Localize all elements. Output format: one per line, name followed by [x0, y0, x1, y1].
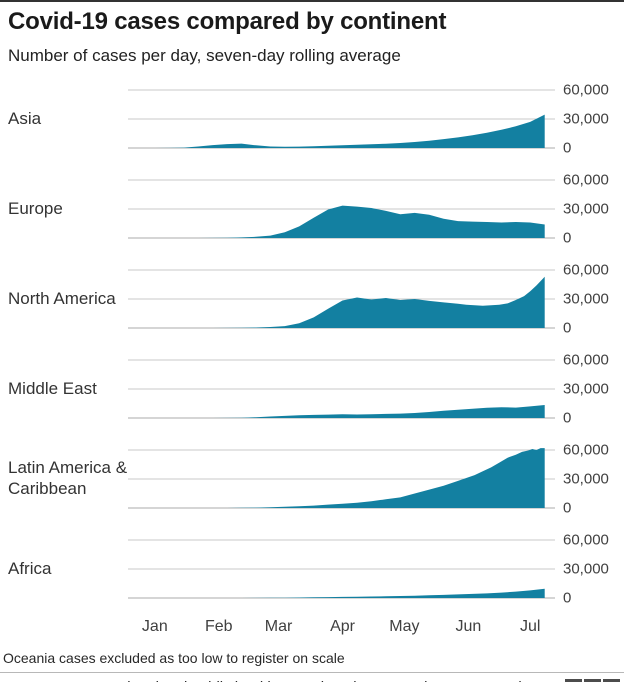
- y-axis-tick-label: 60,000: [563, 81, 609, 99]
- continent-label-middle-east: Middle East: [8, 378, 97, 398]
- continent-label-col: Asia: [0, 76, 128, 166]
- y-axis-tick-label: 60,000: [563, 261, 609, 279]
- y-axis-tick-label: 60,000: [563, 351, 609, 369]
- y-axis-labels-asia: 60,000 30,000 0: [555, 76, 624, 166]
- x-axis-label-apr: Apr: [330, 618, 355, 636]
- source-row: Source: ECDC and national public health …: [0, 672, 624, 682]
- area-chart-north-america: [128, 269, 555, 329]
- plot-area-europe: [128, 166, 555, 256]
- y-axis-tick-label: 30,000: [563, 380, 609, 398]
- chart-row-north-america: North America 60,000 30,000 0: [0, 256, 624, 346]
- bbc-logo-block-3: C: [603, 678, 620, 682]
- chart-row-middle-east: Middle East 60,000 30,000 0: [0, 346, 624, 436]
- small-multiples-charts: Asia 60,000 30,000 0 Europe 60,000 30,000 0 Nort…: [0, 76, 624, 616]
- plot-area-middle-east: [128, 346, 555, 436]
- source-text: Source: ECDC and national public health …: [3, 679, 529, 682]
- y-axis-labels-africa: 60,000 30,000 0: [555, 526, 624, 616]
- y-axis-tick-label: 30,000: [563, 470, 609, 488]
- y-axis-labels-europe: 60,000 30,000 0: [555, 166, 624, 256]
- x-axis-label-jan: Jan: [141, 618, 168, 636]
- y-axis-tick-label: 30,000: [563, 290, 609, 308]
- area-series-europe: [154, 205, 545, 239]
- area-series-asia: [154, 114, 545, 149]
- area-series-latin-america-caribbean: [154, 448, 545, 509]
- y-axis-tick-label: 0: [563, 409, 572, 427]
- x-axis-label-feb: Feb: [204, 618, 233, 636]
- y-axis-labels-north-america: 60,000 30,000 0: [555, 256, 624, 346]
- y-axis-tick-label: 30,000: [563, 110, 609, 128]
- top-border-bar: [0, 0, 624, 2]
- continent-label-col: Latin America & Caribbean: [0, 436, 128, 526]
- x-axis-label-may: May: [389, 618, 420, 636]
- y-axis-tick-label: 60,000: [563, 531, 609, 549]
- chart-row-africa: Africa 60,000 30,000 0: [0, 526, 624, 616]
- continent-label-col: Europe: [0, 166, 128, 256]
- chart-row-latin-america-caribbean: Latin America & Caribbean 60,000 30,000 0: [0, 436, 624, 526]
- y-axis-tick-label: 30,000: [563, 200, 609, 218]
- continent-label-europe: Europe: [8, 198, 63, 218]
- y-axis-tick-label: 0: [563, 499, 572, 517]
- plot-area-north-america: [128, 256, 555, 346]
- plot-area-africa: [128, 526, 555, 616]
- chart-header: Covid-19 cases compared by continent Num…: [0, 2, 624, 66]
- page-title: Covid-19 cases compared by continent: [8, 8, 447, 35]
- area-chart-asia: [128, 89, 555, 149]
- y-axis-tick-label: 0: [563, 139, 572, 157]
- y-axis-tick-label: 0: [563, 589, 572, 607]
- continent-label-col: North America: [0, 256, 128, 346]
- continent-label-col: Middle East: [0, 346, 128, 436]
- area-series-middle-east: [154, 405, 545, 419]
- x-axis-month-labels: Jan Feb Mar Apr May Jun Jul: [128, 616, 555, 640]
- area-chart-africa: [128, 539, 555, 599]
- chart-row-europe: Europe 60,000 30,000 0: [0, 166, 624, 256]
- area-chart-latin-america-caribbean: [128, 448, 555, 509]
- x-axis-label-mar: Mar: [264, 618, 293, 636]
- area-chart-middle-east: [128, 359, 555, 419]
- chart-subtitle: Number of cases per day, seven-day rolli…: [8, 45, 401, 65]
- plot-area-asia: [128, 76, 555, 166]
- plot-area-latin-america-caribbean: [128, 436, 555, 526]
- area-chart-europe: [128, 179, 555, 239]
- continent-label-col: Africa: [0, 526, 128, 616]
- area-series-africa: [154, 588, 545, 599]
- x-axis-label-jul: Jul: [520, 618, 541, 636]
- y-axis-labels-latin-america-caribbean: 60,000 30,000 0: [555, 436, 624, 526]
- chart-footnote: Oceania cases excluded as too low to reg…: [3, 650, 345, 667]
- y-axis-tick-label: 0: [563, 229, 572, 247]
- continent-label-africa: Africa: [8, 558, 52, 578]
- y-axis-tick-label: 30,000: [563, 560, 609, 578]
- bbc-logo-block-2: B: [584, 678, 601, 682]
- chart-row-asia: Asia 60,000 30,000 0: [0, 76, 624, 166]
- x-axis-label-jun: Jun: [455, 618, 482, 636]
- y-axis-tick-label: 60,000: [563, 171, 609, 189]
- bbc-logo-block-1: B: [565, 678, 582, 682]
- bbc-logo: BBC: [565, 678, 620, 682]
- y-axis-labels-middle-east: 60,000 30,000 0: [555, 346, 624, 436]
- y-axis-tick-label: 60,000: [563, 441, 609, 459]
- continent-label-north-america: North America: [8, 288, 116, 308]
- continent-label-latin-america-caribbean: Latin America & Caribbean: [8, 458, 128, 499]
- continent-label-asia: Asia: [8, 108, 42, 128]
- area-series-north-america: [154, 276, 545, 329]
- y-axis-tick-label: 0: [563, 319, 572, 337]
